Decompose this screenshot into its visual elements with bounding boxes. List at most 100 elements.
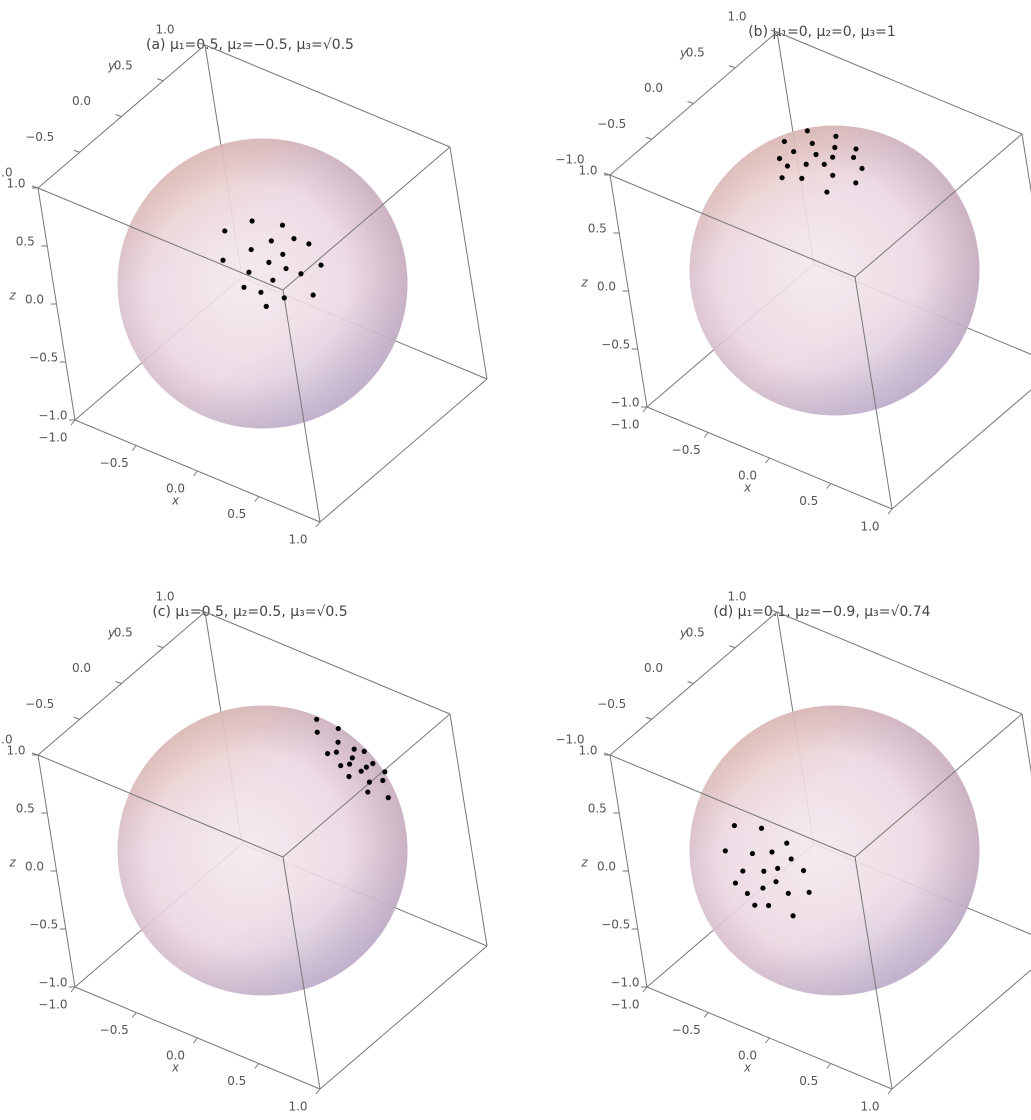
- tick-label: −1.0: [38, 976, 67, 990]
- point: [352, 747, 357, 752]
- point: [791, 149, 796, 154]
- tick-label: −0.5: [100, 1023, 129, 1037]
- tick-label: 1.0: [578, 744, 597, 758]
- chart-title: (a) μ₁=0.5, μ₂=−0.5, μ₃=√0.5: [146, 37, 354, 53]
- tick-label: 0.5: [799, 494, 818, 508]
- tick-label: 0.0: [72, 94, 91, 108]
- point: [853, 180, 858, 185]
- point: [804, 162, 809, 167]
- axis-title: y: [679, 626, 688, 640]
- tick-mark: [704, 433, 708, 438]
- tick-label: 0.5: [686, 625, 705, 639]
- point: [258, 290, 263, 295]
- point: [335, 740, 340, 745]
- tick-mark: [194, 471, 198, 476]
- tick-mark: [827, 484, 831, 489]
- tick-mark: [255, 1064, 259, 1069]
- point: [851, 155, 856, 160]
- point: [220, 258, 225, 263]
- sphere-shade: [118, 139, 408, 429]
- point: [805, 128, 810, 133]
- point: [784, 841, 789, 846]
- tick-mark: [688, 102, 694, 104]
- point: [367, 780, 372, 785]
- tick-label: −1.0: [610, 396, 639, 410]
- point: [347, 762, 352, 767]
- tick-mark: [316, 522, 320, 527]
- box-edge: [1022, 134, 1031, 366]
- tick-label: 1.0: [288, 533, 307, 547]
- tick-label: 0.0: [597, 280, 616, 294]
- point: [336, 726, 341, 731]
- tick-mark: [71, 420, 75, 425]
- tick-mark: [194, 1038, 198, 1043]
- point: [364, 765, 369, 770]
- sphere-shade: [690, 126, 980, 416]
- point: [334, 750, 339, 755]
- point: [785, 163, 790, 168]
- tick-mark: [729, 66, 735, 68]
- tick-label: 1.0: [288, 1100, 307, 1114]
- tick-label: 1.0: [6, 177, 25, 191]
- point: [280, 223, 285, 228]
- tick-mark: [766, 458, 770, 463]
- tick-label: −0.5: [597, 117, 626, 131]
- tick-mark: [888, 1089, 892, 1094]
- point: [264, 304, 269, 309]
- axis-title: z: [8, 856, 16, 870]
- axis-title: z: [580, 856, 588, 870]
- point: [786, 891, 791, 896]
- tick-label: 1.0: [860, 1100, 879, 1114]
- point: [745, 891, 750, 896]
- point: [359, 769, 364, 774]
- point: [777, 156, 782, 161]
- point: [801, 868, 806, 873]
- axis-title: z: [8, 289, 16, 303]
- point: [365, 789, 370, 794]
- tick-mark: [157, 646, 163, 648]
- point: [246, 270, 251, 275]
- tick-mark: [255, 497, 259, 502]
- tick-label: −0.5: [29, 351, 58, 365]
- tick-label: 0.5: [114, 625, 133, 639]
- tick-label: 0.5: [686, 45, 705, 59]
- point: [346, 774, 351, 779]
- tick-mark: [766, 1038, 770, 1043]
- point: [740, 868, 745, 873]
- point: [830, 173, 835, 178]
- tick-label: −1.0: [38, 431, 67, 445]
- tick-label: 0.5: [799, 1074, 818, 1088]
- point: [249, 247, 254, 252]
- tick-mark: [643, 407, 647, 412]
- tick-label: 1.0: [727, 10, 746, 24]
- point: [222, 228, 227, 233]
- tick-label: −0.5: [601, 918, 630, 932]
- point: [325, 751, 330, 756]
- tick-mark: [74, 717, 80, 719]
- axis-title: x: [171, 494, 180, 508]
- point: [799, 176, 804, 181]
- tick-label: −0.5: [601, 338, 630, 352]
- box-edge: [450, 147, 487, 379]
- axis-title: y: [679, 46, 688, 60]
- tick-mark: [729, 646, 735, 648]
- point: [824, 189, 829, 194]
- point: [733, 880, 738, 885]
- tick-label: −1.0: [610, 976, 639, 990]
- tick-label: 1.0: [155, 590, 174, 604]
- axis-title: x: [743, 1061, 752, 1075]
- tick-label: 0.5: [227, 507, 246, 521]
- tick-mark: [71, 987, 75, 992]
- point: [752, 903, 757, 908]
- point: [350, 755, 355, 760]
- tick-label: 1.0: [727, 590, 746, 604]
- box-edge: [205, 612, 450, 714]
- axis-title: y: [107, 59, 116, 73]
- tick-label: −1.0: [38, 998, 67, 1012]
- point: [338, 763, 343, 768]
- point: [306, 241, 311, 246]
- tick-mark: [116, 682, 122, 684]
- tick-mark: [116, 115, 122, 117]
- point: [853, 146, 858, 151]
- tick-label: 0.5: [588, 802, 607, 816]
